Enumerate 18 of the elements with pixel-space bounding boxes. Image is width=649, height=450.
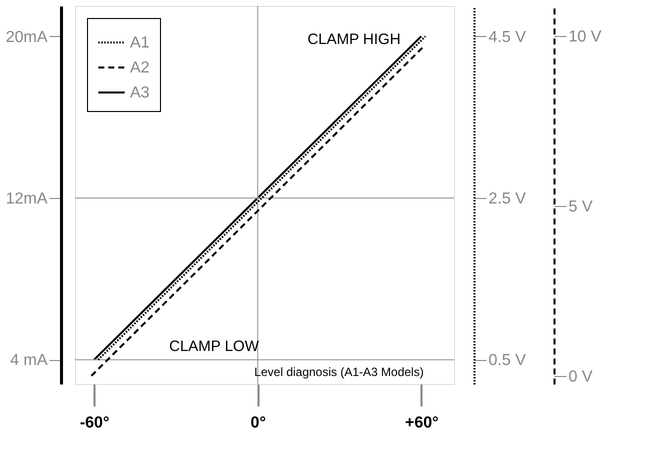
legend-label: A3	[130, 84, 150, 102]
y-tick-label: 12mA	[6, 190, 48, 208]
y2-tick-label: 4.5 V	[488, 28, 526, 46]
y3-tick-label: 5 V	[568, 198, 593, 216]
x-tick-label: -60°	[80, 414, 110, 432]
y2-tick-label: 2.5 V	[488, 190, 526, 208]
y2-tick-label: 0.5 V	[488, 352, 526, 370]
x-tick-label: 0°	[250, 414, 266, 432]
y-tick-label: 20mA	[6, 28, 48, 46]
y3-tick-label: 10 V	[568, 28, 602, 46]
y3-tick-label: 0 V	[568, 368, 593, 386]
y-tick-label: 4 mA	[10, 352, 48, 370]
annotation: CLAMP HIGH	[307, 31, 401, 48]
annotation: CLAMP LOW	[169, 338, 260, 355]
legend-label: A1	[130, 34, 150, 52]
x-tick-label: +60°	[405, 414, 439, 432]
annotation: Level diagnosis (A1-A3 Models)	[254, 365, 424, 379]
legend-label: A2	[130, 60, 150, 76]
